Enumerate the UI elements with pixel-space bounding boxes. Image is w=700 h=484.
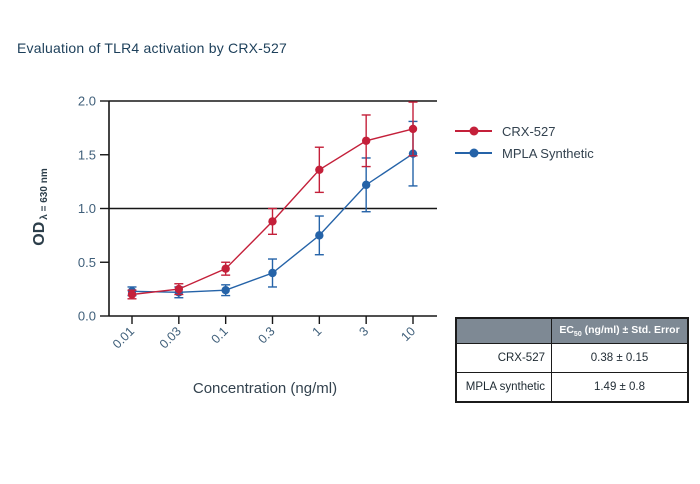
legend-line-marker-crx527 <box>455 126 492 136</box>
page-title: Evaluation of TLR4 activation by CRX-527 <box>17 40 287 56</box>
row-value-crx527: 0.38 ± 0.15 <box>551 343 689 373</box>
y-tick-label: 1.5 <box>78 147 96 162</box>
legend-item-mpla: MPLA Synthetic <box>455 142 594 164</box>
y-tick-label: 2.0 <box>78 94 96 109</box>
data-point <box>268 217 277 226</box>
tick-marks <box>100 100 414 324</box>
row-value-mpla: 1.49 ± 0.8 <box>551 372 689 403</box>
data-point <box>221 264 230 273</box>
ec50-table-header-cell: EC50 (ng/ml) ± Std. Error <box>551 317 689 344</box>
data-point <box>127 290 137 299</box>
x-tick-label: 0.03 <box>157 324 184 351</box>
data-point <box>361 180 371 190</box>
data-point <box>408 124 418 134</box>
table-row: MPLA synthetic 1.49 ± 0.8 <box>455 372 689 403</box>
x-tick-label: 0.01 <box>110 324 137 351</box>
x-tick-label: 3 <box>356 324 371 339</box>
y-axis-label-main: OD <box>31 221 48 246</box>
legend-line-marker-mpla <box>455 148 492 158</box>
ec50-table-header-row: EC50 (ng/ml) ± Std. Error <box>455 317 689 344</box>
data-point <box>221 286 230 295</box>
dose-response-chart: 0.0 0.5 1.0 1.5 2.0 0.01 0.03 0.1 0.3 1 3 10 <box>78 94 437 352</box>
data-point <box>268 268 277 278</box>
data-point <box>315 231 324 240</box>
y-axis-label: ODλ = 630 nm <box>31 168 50 246</box>
tick-labels: 0.0 0.5 1.0 1.5 2.0 0.01 0.03 0.1 0.3 1 3 10 <box>78 94 418 352</box>
x-axis-label: Concentration (ng/ml) <box>192 380 338 397</box>
y-tick-label: 0.5 <box>78 255 96 270</box>
row-label-mpla: MPLA synthetic <box>455 372 552 403</box>
y-tick-label: 1.0 <box>78 201 96 216</box>
x-tick-label: 0.1 <box>209 324 231 346</box>
data-point <box>361 136 371 145</box>
x-tick-label: 1 <box>310 324 325 339</box>
chart-legend: CRX-527 MPLA Synthetic <box>455 120 594 164</box>
ec50-table-header-empty-cell <box>455 317 552 344</box>
y-axis-label-subscript: λ = 630 nm <box>39 168 50 220</box>
ec50-table: EC50 (ng/ml) ± Std. Error CRX-527 0.38 ±… <box>455 317 689 403</box>
data-point <box>315 165 324 174</box>
x-tick-label: 10 <box>398 324 418 344</box>
data-point <box>174 284 184 294</box>
legend-label-crx527: CRX-527 <box>502 123 556 139</box>
y-tick-label: 0.0 <box>78 309 96 324</box>
x-tick-label: 0.3 <box>255 324 277 346</box>
table-row: CRX-527 0.38 ± 0.15 <box>455 343 689 373</box>
legend-item-crx527: CRX-527 <box>455 120 594 142</box>
legend-label-mpla: MPLA Synthetic <box>502 145 594 161</box>
series-crx-527 <box>127 101 418 300</box>
row-label-crx527: CRX-527 <box>455 343 552 373</box>
